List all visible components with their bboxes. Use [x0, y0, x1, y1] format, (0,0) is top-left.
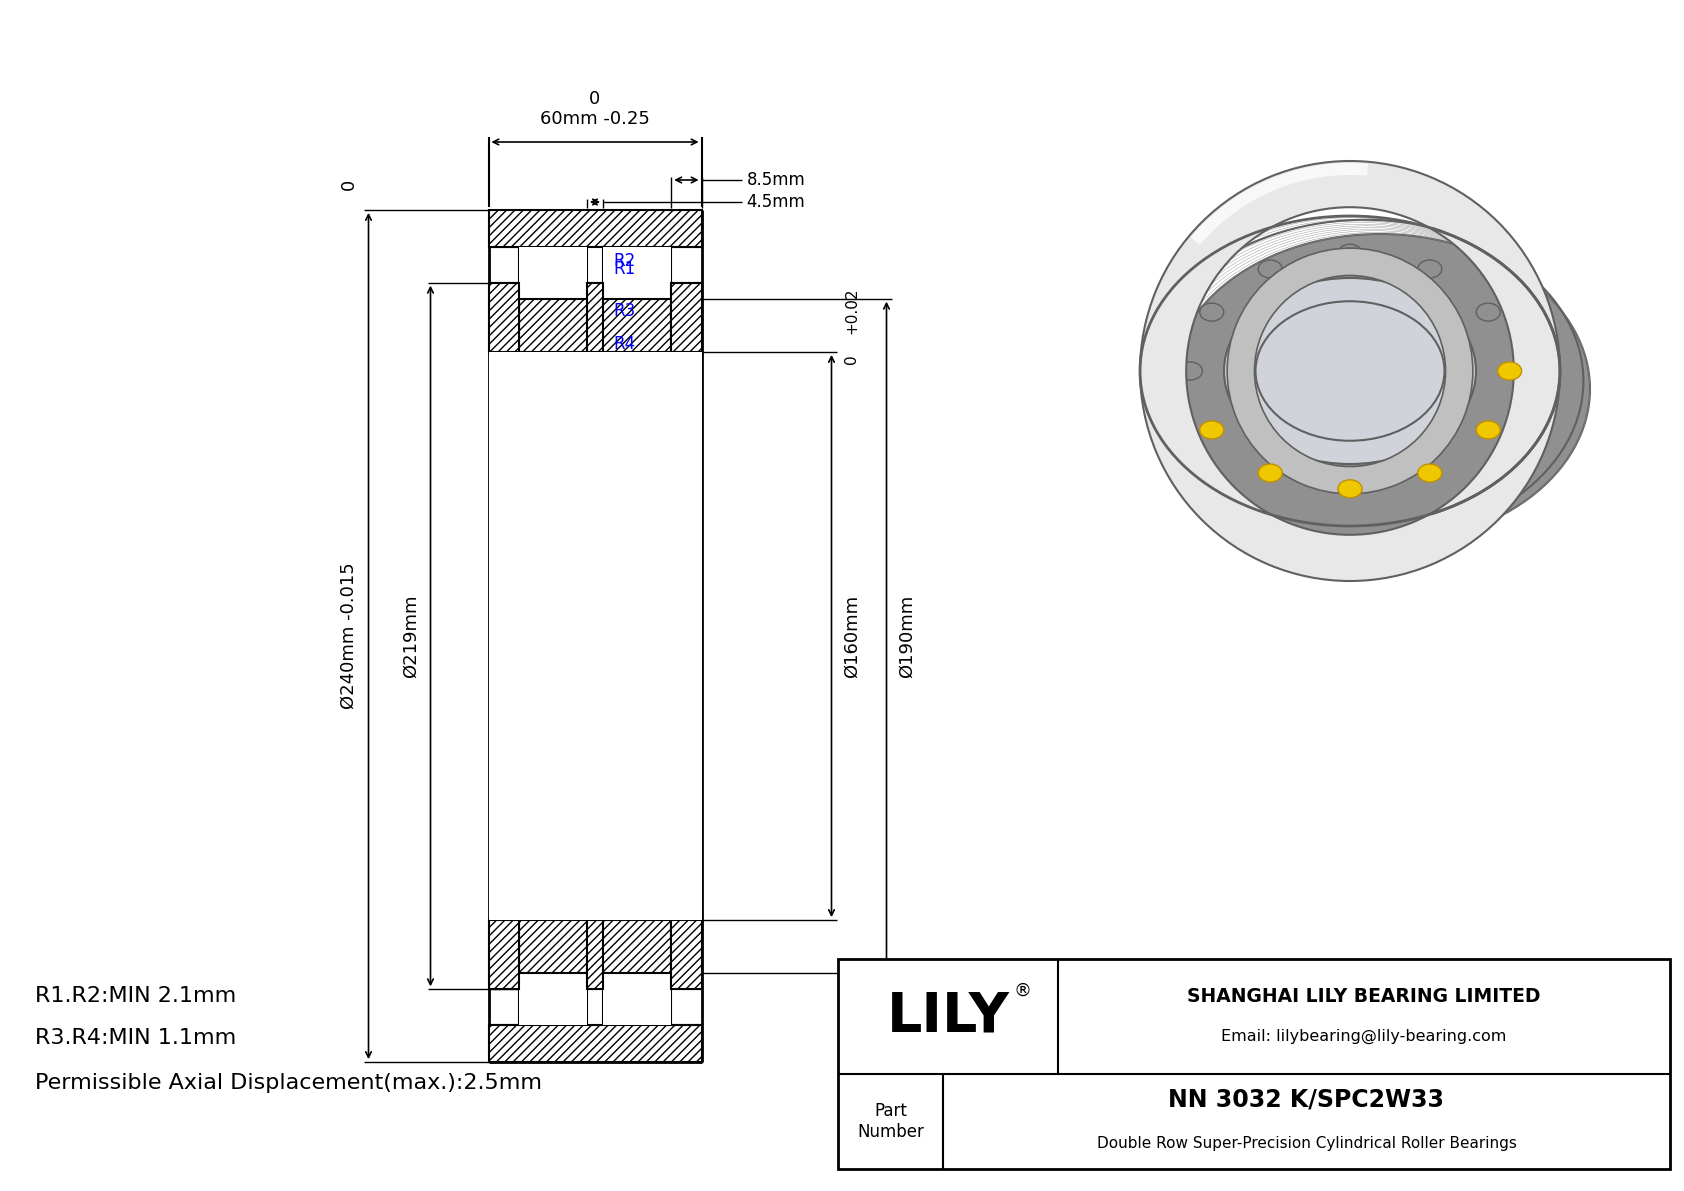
Text: R3: R3	[613, 301, 635, 319]
Ellipse shape	[1258, 464, 1282, 482]
Ellipse shape	[1477, 303, 1500, 322]
Wedge shape	[1191, 163, 1367, 245]
Text: R1: R1	[613, 260, 635, 278]
Ellipse shape	[1199, 303, 1224, 322]
Wedge shape	[1140, 161, 1559, 581]
Text: R2: R2	[613, 252, 635, 270]
Bar	[519, 973, 588, 1024]
Ellipse shape	[1497, 362, 1522, 380]
Bar	[672, 282, 702, 353]
Text: 4.5mm: 4.5mm	[746, 193, 805, 211]
Ellipse shape	[1339, 480, 1362, 498]
Ellipse shape	[1418, 260, 1442, 278]
Bar	[488, 353, 702, 919]
Bar	[588, 282, 603, 353]
Text: Ø219mm: Ø219mm	[401, 594, 419, 678]
Bar	[519, 248, 588, 299]
Text: SHANGHAI LILY BEARING LIMITED: SHANGHAI LILY BEARING LIMITED	[1187, 987, 1541, 1006]
Text: Ø240mm -0.015: Ø240mm -0.015	[340, 562, 357, 710]
Bar	[488, 1024, 702, 1062]
Text: Part
Number: Part Number	[857, 1102, 925, 1141]
Bar	[488, 282, 519, 353]
Text: 60mm -0.25: 60mm -0.25	[541, 110, 650, 127]
Ellipse shape	[1339, 244, 1362, 262]
Text: Ø190mm: Ø190mm	[898, 594, 916, 678]
Ellipse shape	[1199, 420, 1224, 439]
Text: R1.R2:MIN 2.1mm: R1.R2:MIN 2.1mm	[35, 986, 236, 1006]
Text: ®: ®	[1014, 981, 1032, 999]
Ellipse shape	[1179, 362, 1202, 380]
Text: LILY: LILY	[886, 990, 1009, 1043]
Ellipse shape	[1477, 420, 1500, 439]
Bar	[672, 919, 702, 990]
Text: NN 3032 K/SPC2W33: NN 3032 K/SPC2W33	[1169, 1087, 1445, 1111]
Text: Ø160mm: Ø160mm	[842, 594, 861, 678]
Text: R3.R4:MIN 1.1mm: R3.R4:MIN 1.1mm	[35, 1028, 236, 1048]
Ellipse shape	[1418, 464, 1442, 482]
Bar	[839, 959, 1671, 1170]
Bar	[488, 210, 702, 248]
Text: Permissible Axial Displacement(max.):2.5mm: Permissible Axial Displacement(max.):2.5…	[35, 1073, 542, 1093]
Text: +0.02: +0.02	[844, 287, 859, 333]
Text: 0: 0	[589, 91, 601, 108]
Text: 8.5mm: 8.5mm	[746, 172, 805, 189]
Bar	[488, 919, 519, 990]
Text: Double Row Super-Precision Cylindrical Roller Bearings: Double Row Super-Precision Cylindrical R…	[1096, 1136, 1516, 1151]
Bar	[603, 248, 672, 299]
Bar	[588, 919, 603, 990]
Text: 0: 0	[844, 354, 859, 363]
Wedge shape	[1228, 248, 1474, 494]
Bar	[603, 973, 672, 1024]
Text: 0: 0	[340, 179, 357, 191]
Ellipse shape	[1170, 233, 1590, 544]
Bar	[519, 299, 672, 353]
Text: R4: R4	[613, 335, 635, 353]
Ellipse shape	[1258, 260, 1282, 278]
Ellipse shape	[1224, 278, 1475, 464]
Bar	[519, 919, 672, 973]
Text: Email: lilybearing@lily-bearing.com: Email: lilybearing@lily-bearing.com	[1221, 1029, 1507, 1045]
